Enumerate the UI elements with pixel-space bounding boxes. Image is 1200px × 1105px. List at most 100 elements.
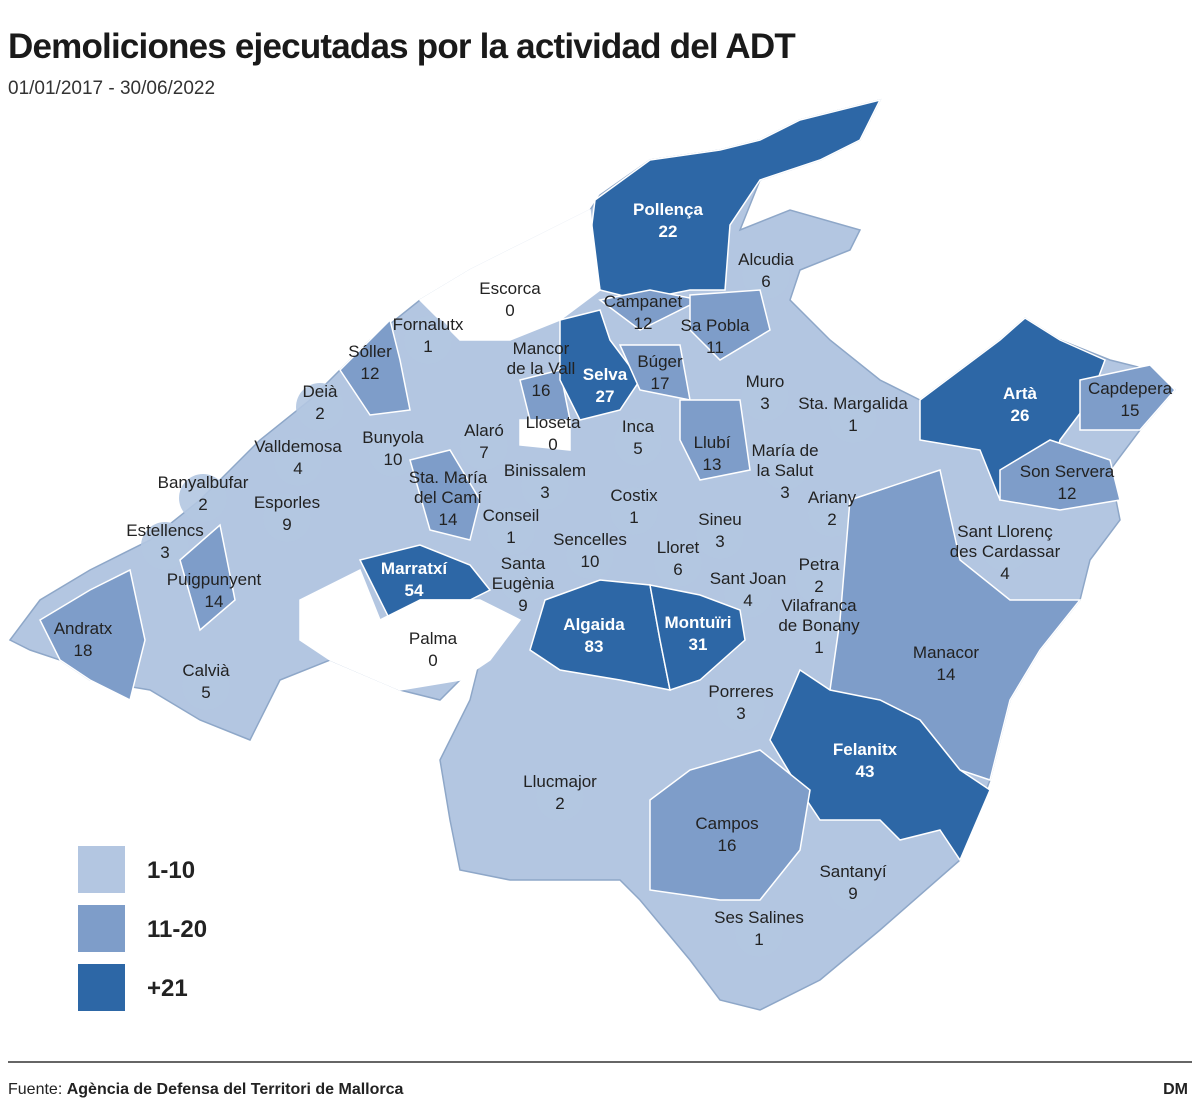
region bbox=[296, 383, 344, 431]
region-value: 5 bbox=[633, 439, 642, 458]
region bbox=[919, 317, 1106, 501]
region-value: 2 bbox=[198, 495, 207, 514]
region-name: Santa bbox=[501, 554, 546, 573]
region bbox=[742, 251, 790, 299]
region-name: des Cardassar bbox=[950, 542, 1061, 561]
region-value: 10 bbox=[581, 552, 600, 571]
region-name: Binissalem bbox=[504, 461, 586, 480]
region-name: Fornalutx bbox=[393, 315, 464, 334]
region-name: Sencelles bbox=[553, 530, 627, 549]
region-name: Valldemosa bbox=[254, 437, 342, 456]
region bbox=[299, 568, 522, 691]
region-value: 3 bbox=[540, 483, 549, 502]
region-name: Costix bbox=[610, 486, 658, 505]
region-name: Pollença bbox=[633, 200, 703, 219]
region-name: María de bbox=[751, 441, 818, 460]
region bbox=[409, 449, 481, 541]
region bbox=[981, 523, 1029, 571]
region-name: Sineu bbox=[698, 510, 741, 529]
region-name: Bunyola bbox=[362, 428, 424, 447]
region-name: Deià bbox=[303, 382, 339, 401]
region-name: Vilafranca bbox=[781, 596, 857, 615]
region-name: Petra bbox=[799, 555, 840, 574]
region-value: 15 bbox=[1121, 401, 1140, 420]
region-name: Ses Salines bbox=[714, 908, 804, 927]
region bbox=[369, 429, 417, 477]
region bbox=[141, 522, 189, 570]
region bbox=[679, 399, 751, 481]
region-name: Ariany bbox=[808, 488, 857, 507]
region bbox=[829, 863, 877, 911]
region-value: 2 bbox=[555, 794, 564, 813]
region-value: 1 bbox=[848, 416, 857, 435]
region-value: 5 bbox=[201, 683, 210, 702]
region-name: la Salut bbox=[757, 461, 814, 480]
subtitle: 01/01/2017 - 30/06/2022 bbox=[8, 78, 215, 99]
region-name: Conseil bbox=[483, 506, 540, 525]
region bbox=[808, 489, 856, 537]
region-value: 12 bbox=[1058, 484, 1077, 503]
region bbox=[274, 438, 322, 486]
region-value: 3 bbox=[160, 543, 169, 562]
region-name: Artà bbox=[1003, 384, 1038, 403]
region-name: Selva bbox=[583, 365, 628, 384]
region-name: Eugènia bbox=[492, 574, 555, 593]
region-name: Lloseta bbox=[526, 413, 581, 432]
region bbox=[795, 556, 843, 604]
region bbox=[610, 487, 658, 535]
region-value: 9 bbox=[848, 884, 857, 903]
region bbox=[829, 395, 877, 443]
region-name: Puigpunyent bbox=[167, 570, 262, 589]
region-name: Esporles bbox=[254, 493, 320, 512]
region-name: Búger bbox=[637, 352, 683, 371]
region bbox=[566, 531, 614, 579]
legend-label: 1-10 bbox=[147, 857, 195, 884]
region-value: 2 bbox=[315, 404, 324, 423]
region bbox=[559, 309, 641, 421]
region-name: Montuïri bbox=[664, 613, 731, 632]
region-name: Lloret bbox=[657, 538, 700, 557]
region-name: Muro bbox=[746, 372, 785, 391]
credit: DM bbox=[1163, 1081, 1188, 1098]
region-value: 6 bbox=[761, 272, 770, 291]
region-name: Palma bbox=[409, 629, 458, 648]
region-value: 16 bbox=[532, 381, 551, 400]
region-name: Inca bbox=[622, 417, 655, 436]
region-value: 16 bbox=[718, 836, 737, 855]
source: Fuente: Agència de Defensa del Territori… bbox=[8, 1081, 404, 1098]
region-name: Campanet bbox=[604, 292, 683, 311]
region-name: Alcudia bbox=[738, 250, 794, 269]
region-name: Llubí bbox=[694, 433, 731, 452]
region-value: 17 bbox=[651, 374, 670, 393]
legend-label: +21 bbox=[147, 975, 188, 1002]
region bbox=[614, 418, 662, 466]
region bbox=[404, 316, 452, 364]
region bbox=[339, 318, 411, 416]
region-value: 2 bbox=[827, 510, 836, 529]
region bbox=[999, 439, 1121, 511]
region bbox=[649, 749, 811, 901]
region bbox=[696, 511, 744, 559]
region bbox=[761, 442, 809, 490]
region bbox=[487, 507, 535, 555]
region-name: Algaida bbox=[563, 615, 625, 634]
region-value: 13 bbox=[703, 455, 722, 474]
region-name: Son Servera bbox=[1020, 462, 1115, 481]
region-value: 4 bbox=[293, 459, 302, 478]
region bbox=[182, 662, 230, 710]
region bbox=[521, 462, 569, 510]
region-value: 3 bbox=[736, 704, 745, 723]
region-name: Sóller bbox=[348, 342, 392, 361]
regions bbox=[39, 98, 1177, 957]
region-value: 3 bbox=[715, 532, 724, 551]
region-value: 1 bbox=[423, 337, 432, 356]
region-name: Sant Joan bbox=[710, 569, 787, 588]
region-value: 1 bbox=[629, 508, 638, 527]
region bbox=[735, 909, 783, 957]
region-name: del Camí bbox=[414, 488, 482, 507]
region bbox=[589, 98, 882, 301]
region-value: 12 bbox=[634, 314, 653, 333]
